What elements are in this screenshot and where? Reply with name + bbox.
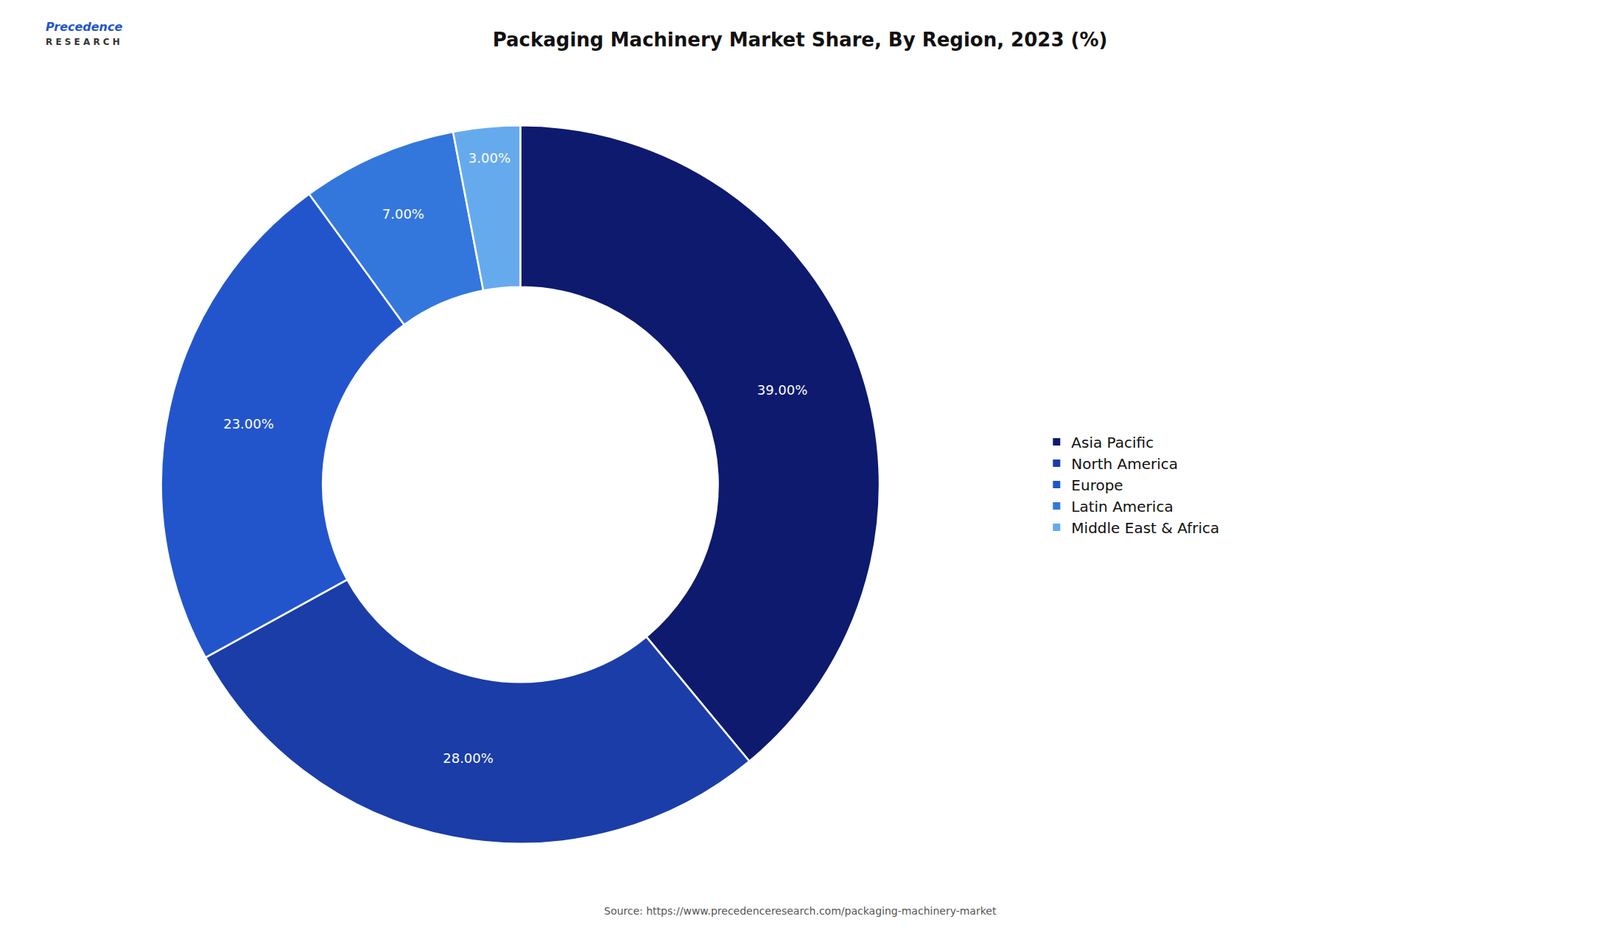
- svg-text:3.00%: 3.00%: [468, 150, 511, 166]
- svg-text:R E S E A R C H: R E S E A R C H: [45, 36, 121, 48]
- svg-text:Latin America: Latin America: [1071, 497, 1173, 516]
- svg-text:Precedence: Precedence: [45, 19, 123, 34]
- svg-text:23.00%: 23.00%: [223, 416, 275, 432]
- svg-text:Source: https://www.precedence: Source: https://www.precedenceresearch.c…: [604, 905, 997, 918]
- svg-text:Packaging Machinery Market Sha: Packaging Machinery Market Share, By Reg…: [492, 28, 1108, 51]
- svg-text:Europe: Europe: [1071, 476, 1123, 495]
- svg-text:7.00%: 7.00%: [382, 206, 425, 222]
- svg-text:28.00%: 28.00%: [442, 750, 494, 767]
- svg-text:39.00%: 39.00%: [757, 382, 809, 398]
- svg-text:Middle East & Africa: Middle East & Africa: [1071, 519, 1220, 538]
- svg-text:Asia Pacific: Asia Pacific: [1071, 433, 1154, 452]
- svg-text:North America: North America: [1071, 455, 1178, 473]
